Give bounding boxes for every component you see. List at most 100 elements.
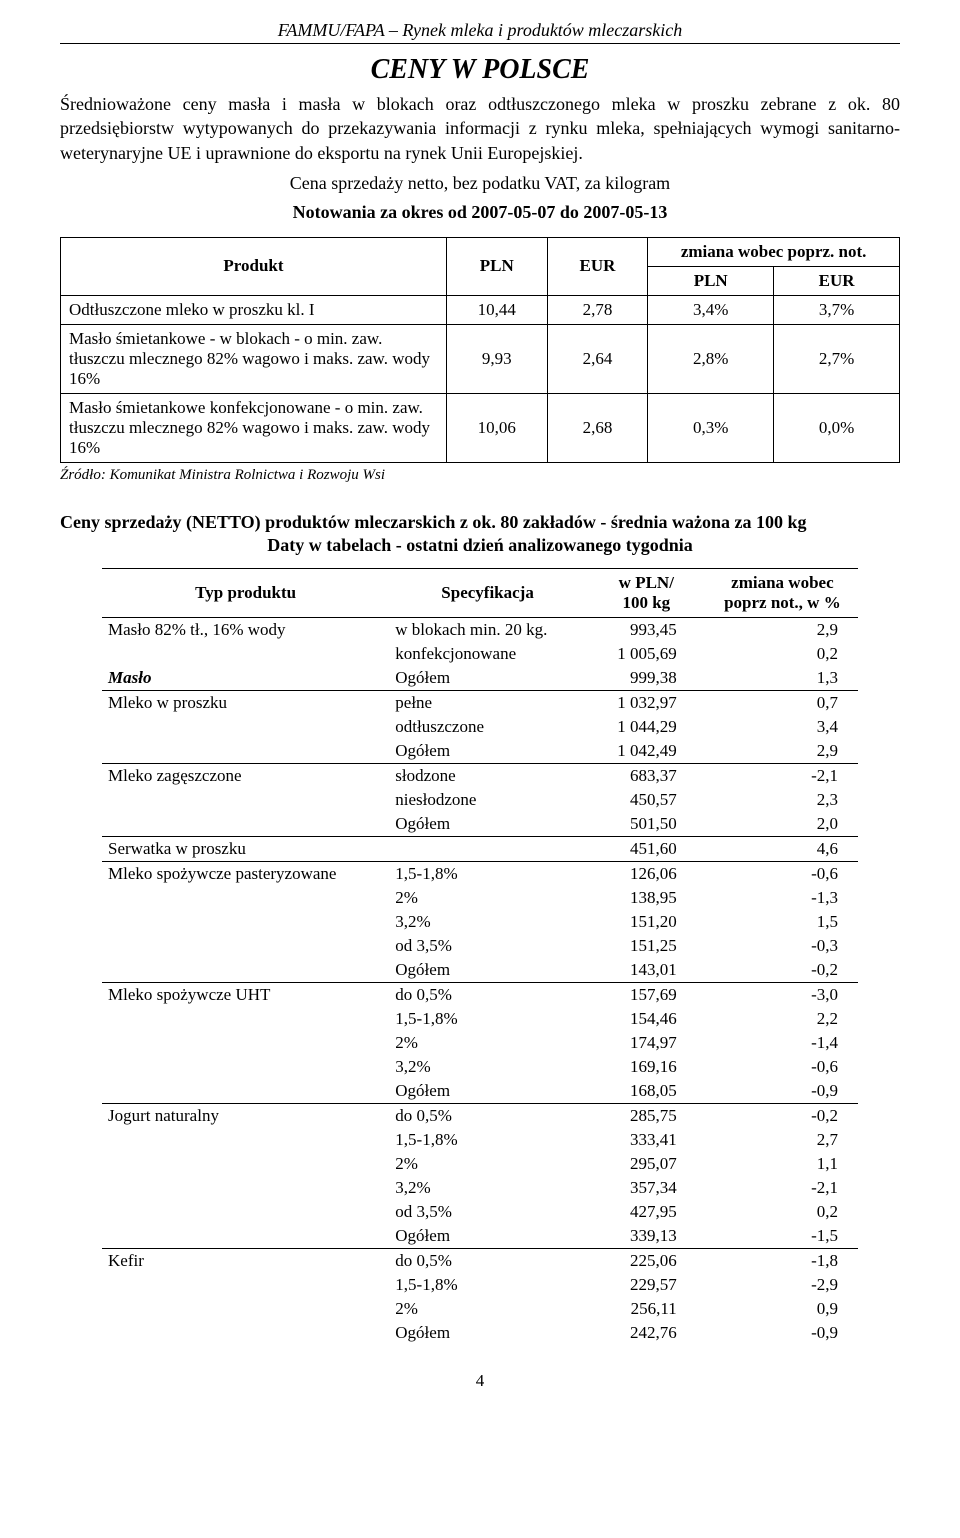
t1-cell-deur: 3,7% bbox=[774, 295, 900, 324]
t2-cell-chg: -0,9 bbox=[707, 1321, 858, 1345]
t2-cell-typ bbox=[102, 1321, 389, 1345]
t2-hdr-chg: zmiana wobec poprz not., w % bbox=[707, 568, 858, 617]
t2-cell-val: 683,37 bbox=[586, 763, 707, 788]
table-row: niesłodzone450,572,3 bbox=[102, 788, 858, 812]
t2-cell-val: 333,41 bbox=[586, 1128, 707, 1152]
t2-cell-chg: 0,9 bbox=[707, 1297, 858, 1321]
t2-cell-typ bbox=[102, 1079, 389, 1104]
t1-cell-dpln: 2,8% bbox=[648, 324, 774, 393]
t1-cell-label: Masło śmietankowe konfekcjonowane - o mi… bbox=[61, 393, 447, 462]
t2-cell-spec: do 0,5% bbox=[389, 1248, 586, 1273]
t1-cell-eur: 2,64 bbox=[547, 324, 648, 393]
t2-hdr-typ: Typ produktu bbox=[102, 568, 389, 617]
page-title: CENY W POLSCE bbox=[60, 54, 900, 86]
t2-cell-val: 143,01 bbox=[586, 958, 707, 983]
t2-cell-spec: 1,5-1,8% bbox=[389, 861, 586, 886]
t2-cell-chg: -0,3 bbox=[707, 934, 858, 958]
t2-cell-chg: -1,5 bbox=[707, 1224, 858, 1249]
t2-cell-spec: pełne bbox=[389, 690, 586, 715]
table-row: Masło 82% tł., 16% wodyw blokach min. 20… bbox=[102, 617, 858, 642]
t2-cell-val: 168,05 bbox=[586, 1079, 707, 1104]
t1-hdr-product: Produkt bbox=[61, 237, 447, 295]
t2-cell-val: 157,69 bbox=[586, 982, 707, 1007]
table-row: Kefirdo 0,5%225,06-1,8 bbox=[102, 1248, 858, 1273]
t2-cell-typ bbox=[102, 1200, 389, 1224]
t2-cell-typ bbox=[102, 1273, 389, 1297]
t1-hdr-change: zmiana wobec poprz. not. bbox=[648, 237, 900, 266]
t2-cell-typ bbox=[102, 958, 389, 983]
t2-hdr-spec: Specyfikacja bbox=[389, 568, 586, 617]
t2-cell-typ bbox=[102, 788, 389, 812]
table-row: Mleko zagęszczonesłodzone683,37-2,1 bbox=[102, 763, 858, 788]
table-row: Mleko spożywcze pasteryzowane1,5-1,8%126… bbox=[102, 861, 858, 886]
table-product-prices: Produkt PLN EUR zmiana wobec poprz. not.… bbox=[60, 237, 900, 463]
t1-cell-dpln: 0,3% bbox=[648, 393, 774, 462]
t2-cell-chg: 2,0 bbox=[707, 812, 858, 837]
t2-cell-chg: -2,9 bbox=[707, 1273, 858, 1297]
t2-cell-spec: Ogółem bbox=[389, 1079, 586, 1104]
table-row: 3,2%357,34-2,1 bbox=[102, 1176, 858, 1200]
t1-hdr-eur2: EUR bbox=[774, 266, 900, 295]
t2-cell-typ: Masło bbox=[102, 666, 389, 691]
table-row: Masło śmietankowe konfekcjonowane - o mi… bbox=[61, 393, 900, 462]
table-row: 2%138,95-1,3 bbox=[102, 886, 858, 910]
t2-cell-val: 242,76 bbox=[586, 1321, 707, 1345]
t2-cell-val: 1 044,29 bbox=[586, 715, 707, 739]
t2-cell-typ bbox=[102, 934, 389, 958]
t2-cell-chg: 3,4 bbox=[707, 715, 858, 739]
t2-cell-chg: -2,1 bbox=[707, 763, 858, 788]
t2-cell-val: 501,50 bbox=[586, 812, 707, 837]
t2-cell-val: 993,45 bbox=[586, 617, 707, 642]
t2-cell-val: 151,20 bbox=[586, 910, 707, 934]
t2-cell-typ bbox=[102, 1224, 389, 1249]
t2-cell-spec: odtłuszczone bbox=[389, 715, 586, 739]
t2-cell-chg: -1,8 bbox=[707, 1248, 858, 1273]
subline-period: Notowania za okres od 2007-05-07 do 2007… bbox=[60, 202, 900, 223]
table-row: 1,5-1,8%229,57-2,9 bbox=[102, 1273, 858, 1297]
t2-cell-val: 151,25 bbox=[586, 934, 707, 958]
t1-cell-pln: 9,93 bbox=[446, 324, 547, 393]
table-row: Ogółem501,502,0 bbox=[102, 812, 858, 837]
t2-cell-chg: -0,2 bbox=[707, 958, 858, 983]
t2-cell-val: 225,06 bbox=[586, 1248, 707, 1273]
t2-cell-chg: 1,3 bbox=[707, 666, 858, 691]
table-row: Odtłuszczone mleko w proszku kl. I10,442… bbox=[61, 295, 900, 324]
t2-cell-spec: 1,5-1,8% bbox=[389, 1128, 586, 1152]
t2-cell-val: 999,38 bbox=[586, 666, 707, 691]
t2-cell-chg: 0,7 bbox=[707, 690, 858, 715]
t2-cell-chg: 2,3 bbox=[707, 788, 858, 812]
t1-cell-label: Masło śmietankowe - w blokach - o min. z… bbox=[61, 324, 447, 393]
t2-cell-val: 451,60 bbox=[586, 836, 707, 861]
t2-cell-typ: Kefir bbox=[102, 1248, 389, 1273]
t2-cell-spec: 3,2% bbox=[389, 1055, 586, 1079]
t2-cell-typ bbox=[102, 812, 389, 837]
table-row: Ogółem1 042,492,9 bbox=[102, 739, 858, 764]
t2-cell-spec: słodzone bbox=[389, 763, 586, 788]
t2-cell-spec: do 0,5% bbox=[389, 1103, 586, 1128]
t2-cell-typ bbox=[102, 910, 389, 934]
t2-cell-typ: Mleko spożywcze UHT bbox=[102, 982, 389, 1007]
t2-cell-typ bbox=[102, 739, 389, 764]
t2-cell-chg: 4,6 bbox=[707, 836, 858, 861]
t2-cell-typ bbox=[102, 1007, 389, 1031]
t2-cell-typ bbox=[102, 715, 389, 739]
t2-cell-typ: Masło 82% tł., 16% wody bbox=[102, 617, 389, 642]
t1-cell-eur: 2,78 bbox=[547, 295, 648, 324]
t2-cell-val: 1 042,49 bbox=[586, 739, 707, 764]
t2-cell-typ: Mleko zagęszczone bbox=[102, 763, 389, 788]
t2-cell-spec: 1,5-1,8% bbox=[389, 1273, 586, 1297]
t2-cell-val: 138,95 bbox=[586, 886, 707, 910]
t2-cell-spec: 3,2% bbox=[389, 1176, 586, 1200]
t2-cell-spec: Ogółem bbox=[389, 1321, 586, 1345]
t2-cell-val: 339,13 bbox=[586, 1224, 707, 1249]
t2-cell-chg: -2,1 bbox=[707, 1176, 858, 1200]
table-row: 3,2%151,201,5 bbox=[102, 910, 858, 934]
t2-cell-spec: Ogółem bbox=[389, 812, 586, 837]
page-header: FAMMU/FAPA – Rynek mleka i produktów mle… bbox=[60, 20, 900, 44]
t2-cell-chg: 2,7 bbox=[707, 1128, 858, 1152]
t2-cell-typ bbox=[102, 1176, 389, 1200]
table-row: 3,2%169,16-0,6 bbox=[102, 1055, 858, 1079]
t2-cell-val: 169,16 bbox=[586, 1055, 707, 1079]
t2-cell-val: 450,57 bbox=[586, 788, 707, 812]
table-row: Ogółem168,05-0,9 bbox=[102, 1079, 858, 1104]
